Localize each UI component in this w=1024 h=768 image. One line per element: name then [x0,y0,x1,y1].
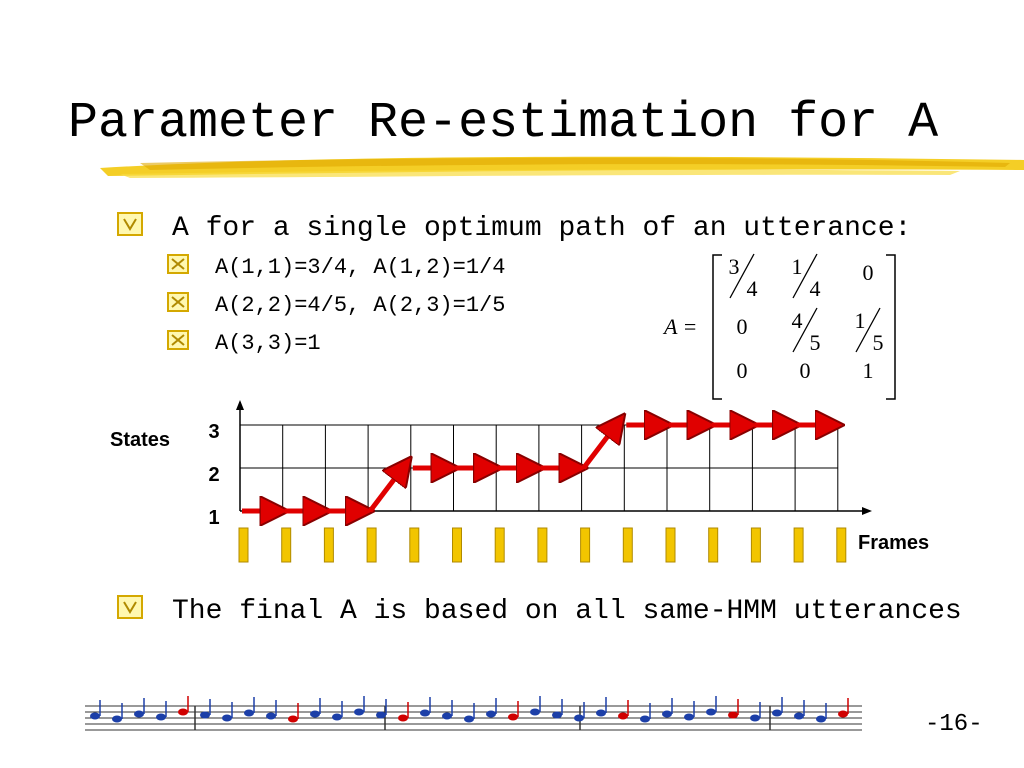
bullet-text: The final A is based on all same-HMM utt… [172,596,962,627]
note-head [772,709,782,717]
axis-arrow [862,507,872,515]
note-head [728,711,738,719]
state-label: 2 [208,464,219,486]
fraction-slash [855,307,881,353]
frame-bar [323,527,334,563]
note-head [530,708,540,716]
title-underline [100,156,1024,178]
note-head [486,710,496,718]
note-head [376,711,386,719]
note-head [398,714,408,722]
matrix-entry: 1 [863,358,874,383]
frame-bar [366,527,377,563]
icon-x [171,334,185,346]
note-head [178,708,188,716]
y-axis-label: States [110,429,170,451]
note-head [838,710,848,718]
note-head [662,710,672,718]
note-head [508,713,518,721]
title: Parameter Re-estimation for A [68,95,938,152]
fraction-slash [792,253,818,299]
note-head [200,711,210,719]
fraction-numerator: 4 [792,308,803,333]
frame-bar [793,527,804,563]
note-head [310,710,320,718]
fraction-denominator: 5 [810,330,821,355]
frame-bar [281,527,292,563]
note-head [332,713,342,721]
frame-bar [622,527,633,563]
matrix-entry: 0 [737,358,748,383]
bracket [886,254,896,400]
note-head [112,715,122,723]
note-head [640,715,650,723]
note-head [684,713,694,721]
page-number: -16- [925,711,983,738]
music-strip [85,696,862,731]
note-head [574,714,584,722]
state-diagram: 3 2 1 [208,400,872,563]
path-arrow [581,425,617,470]
state-label: 1 [208,507,219,529]
matrix-entry: 0 [737,314,748,339]
frame-bar [494,527,505,563]
note-head [244,709,254,717]
sub-bullet-icon [167,292,189,312]
frame-bar [238,527,249,563]
path-arrow [368,468,403,513]
fraction-slash [729,253,755,299]
note-head [794,712,804,720]
state-label: 3 [208,421,219,443]
note-head [596,709,606,717]
frame-bar [836,527,847,563]
note-head [706,708,716,716]
note-head [222,714,232,722]
icon-x [171,258,185,270]
fraction-numerator: 3 [729,254,740,279]
sub-bullet-text: A(2,2)=4/5, A(2,3)=1/5 [215,293,505,318]
sub-bullet-icon [167,254,189,274]
note-head [442,712,452,720]
icon-x [171,296,185,308]
note-head [354,708,364,716]
fraction-numerator: 1 [855,308,866,333]
fraction-denominator: 4 [747,276,758,301]
bullet-text: A for a single optimum path of an uttera… [172,213,911,244]
note-head [816,715,826,723]
note-head [266,712,276,720]
note-head [420,709,430,717]
note-head [288,715,298,723]
note-head [156,713,166,721]
frame-bar [750,527,761,563]
frame-bar [665,527,676,563]
note-head [90,712,100,720]
bracket [712,254,722,400]
fraction-slash [792,307,818,353]
frame-bar [537,527,548,563]
x-axis-label: Frames [858,532,929,554]
sub-bullet-text: A(3,3)=1 [215,331,321,356]
fraction-denominator: 5 [873,330,884,355]
frame-bar [409,527,420,563]
note-head [464,715,474,723]
frame-bar [708,527,719,563]
bullet-icon [117,595,143,619]
frame-bar [580,527,591,563]
note-head [618,712,628,720]
sub-bullet-icon [167,330,189,350]
fraction-numerator: 1 [792,254,803,279]
sub-bullet-text: A(1,1)=3/4, A(1,2)=1/4 [215,255,505,280]
matrix-entry: 0 [800,358,811,383]
note-head [750,714,760,722]
note-head [134,710,144,718]
frame-bar [452,527,462,563]
matrix-entry: 0 [863,260,874,285]
bullet-icon [117,212,143,236]
matrix-label: A = [662,314,697,339]
axis-arrow [236,400,244,410]
note-head [552,711,562,719]
fraction-denominator: 4 [810,276,821,301]
